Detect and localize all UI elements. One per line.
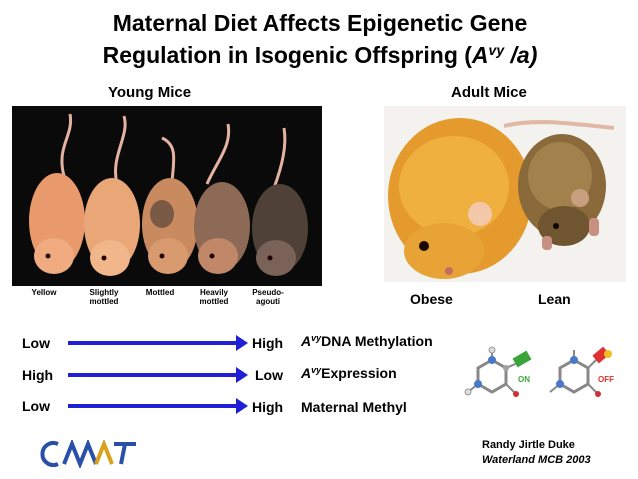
row-1-left-value: Low — [22, 335, 50, 351]
young-mice-illustration — [12, 106, 322, 286]
off-label: OFF — [598, 375, 614, 384]
molecule-off-icon: OFF — [549, 346, 614, 397]
label-heavily-mottled: Heavily mottled — [199, 288, 229, 306]
label-obese: Obese — [410, 291, 453, 307]
row-1-right-value: High — [252, 335, 284, 351]
young-mice-labels: Yellow Slightly mottled Mottled Heavily mo… — [12, 288, 322, 314]
row-3-arrow — [68, 398, 248, 414]
credit-line-2: Waterland MCB 2003 — [482, 454, 591, 466]
row-2-right-value: Low — [255, 367, 283, 383]
cmmt-logo — [40, 440, 136, 468]
row-3-description: Maternal Methyl — [301, 399, 407, 415]
title-line-1: Maternal Diet Affects Epigenetic Gene — [112, 10, 528, 36]
label-slightly-mottled: Slightly mottled — [89, 288, 119, 306]
row-2-description: AvyExpression — [301, 365, 397, 381]
adult-mice-illustration — [384, 106, 626, 282]
young-mice-heading: Young Mice — [108, 84, 192, 101]
row-2-arrow — [68, 367, 248, 383]
adult-mice-heading: Adult Mice — [451, 84, 527, 101]
label-lean: Lean — [538, 291, 571, 307]
credit-line-1: Randy Jirtle Duke — [482, 439, 575, 451]
adult-mice-photo — [384, 106, 626, 282]
row-3-left-value: Low — [22, 398, 50, 414]
label-mottled: Mottled — [145, 288, 175, 297]
slide-title: Maternal Diet Affects Epigenetic Gene Re… — [40, 10, 600, 69]
row-1-description: AvyDNA Methylation — [301, 333, 433, 349]
young-mice-photo — [12, 106, 322, 286]
title-line-2: Regulation in Isogenic Offspring (Avy /a… — [102, 42, 538, 68]
row-1-arrow — [68, 335, 248, 351]
label-yellow: Yellow — [31, 288, 57, 297]
molecule-on-icon: ON — [464, 346, 532, 397]
row-3-right-value: High — [252, 399, 284, 415]
row-2-left-value: High — [22, 367, 54, 383]
on-label: ON — [518, 375, 530, 384]
methylation-molecules: ON OFF — [464, 346, 614, 397]
label-pseudo-agouti: Pseudo-agouti — [252, 288, 284, 306]
